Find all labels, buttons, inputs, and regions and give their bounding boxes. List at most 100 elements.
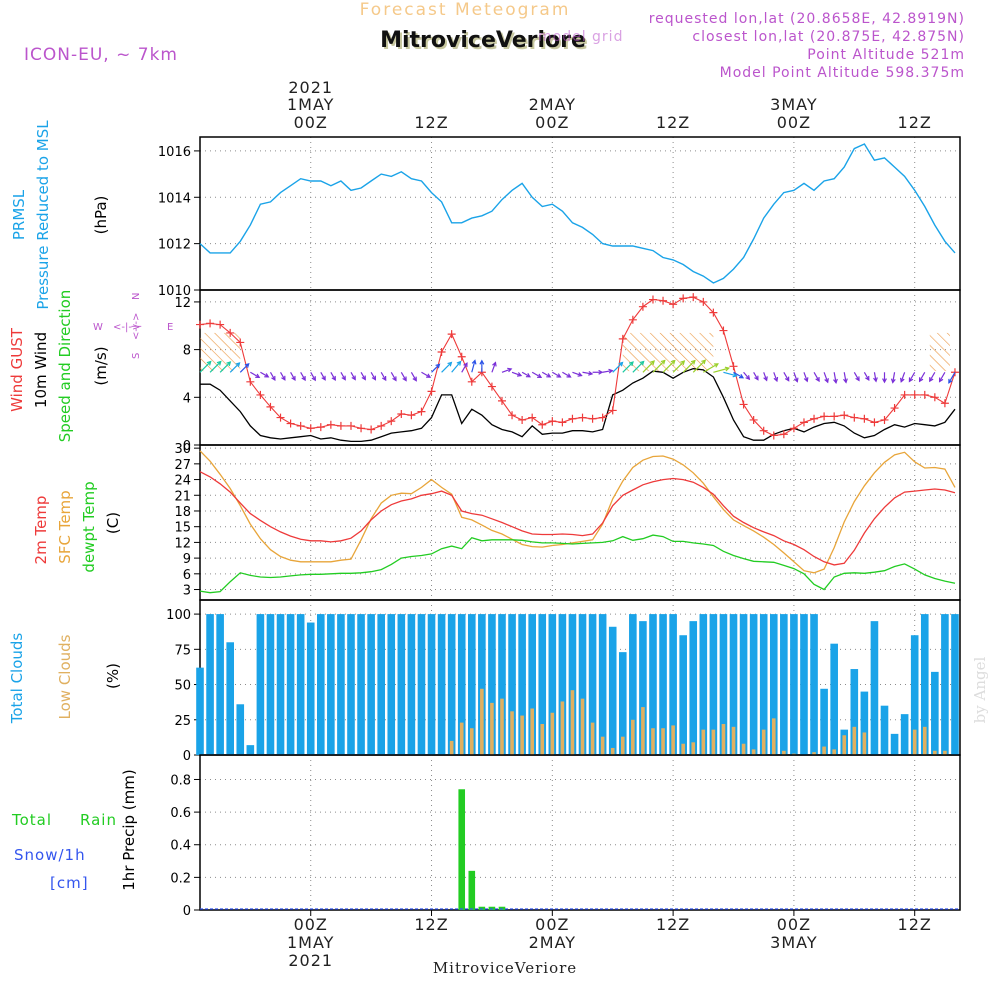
low-cloud-bar [540,724,545,755]
top-hour-label: 12Z [414,113,448,132]
gust-marker [367,425,376,434]
low-cloud-bar [641,707,645,755]
wind-arrow-head [598,369,604,375]
top-hour-label: 12Z [898,113,932,132]
wind-arrow-head [516,372,523,377]
wind-arrow-head [331,375,336,382]
wind-arrow [330,371,336,381]
wind-arrow [652,360,666,373]
low-cloud-bar [842,735,847,755]
wind-arrow [290,371,296,381]
wind-arrow-head [351,375,356,381]
low-clouds-label: Low Clouds [56,634,74,719]
wind-compass: W <-|-> E N <-|-> S [93,293,173,359]
wind-arrow-head [361,375,366,381]
wind-panel: 0 4 8 12 [174,289,961,454]
gust-marker [679,294,688,303]
wind-arrow-head [948,378,953,384]
top-hour-label: 00Z [777,113,811,132]
gust-marker [508,411,517,420]
total-cloud-bar [870,621,879,755]
top-hour-label: 12Z [656,113,690,132]
wind-arrow-head [255,373,261,379]
total-cloud-bar [920,614,929,755]
y-tick-label: 0 [183,904,191,919]
gust-marker [196,320,204,329]
wind-arrow-head [492,361,497,367]
total-cloud-bar [860,691,869,755]
wind-arrow [733,371,744,379]
wind-arrow-head [426,373,432,378]
low-cloud-bar [822,746,826,755]
wind-arrow-head [507,367,513,373]
gust-marker [266,402,275,411]
gust-marker [558,418,567,427]
t2m-line [199,471,956,566]
wind-arrow-head [713,363,719,368]
rain-bar [488,906,496,910]
wind-arrow [219,361,231,373]
total-cloud-bar [608,626,617,755]
wind-arrow-head [890,378,896,384]
gust-marker [709,308,718,317]
low-cloud-bar [711,729,716,755]
y-tick-label: 0 [183,749,191,764]
gust-marker [638,302,647,311]
total-cloud-bar [669,614,677,755]
total-cloud-bar [467,614,476,755]
y-tick-label: 75 [174,643,191,658]
wind-arrow [793,372,798,382]
closest-lonlat: closest lon,lat (20.875E, 42.875N) [692,29,965,45]
total-cloud-bar [347,614,355,755]
gust-marker [306,424,315,433]
pressure-frame [199,136,961,291]
low-cloud-bar [550,712,555,755]
wind-arrow [843,372,847,383]
gust-marker [900,390,909,399]
gust-marker [769,431,778,440]
total-cloud-bar [437,614,446,755]
y-tick-label: 0 [183,439,191,454]
total-cloud-bar [518,614,526,755]
wind-arrow [873,372,877,382]
wind-arrow-head [899,377,905,383]
total-cloud-bar [236,704,245,755]
gust-marker [890,404,899,413]
low-cloud-bar [771,718,776,755]
wind-arrow [692,359,706,373]
compass-mid: <-|-> [113,322,140,333]
total-cloud-bar [256,614,265,755]
gust-marker [447,330,456,339]
total-cloud-bar [357,614,365,755]
wind-arrow-head [882,378,887,384]
wind-arrow-head [392,376,397,382]
wind-arrow-head [235,362,241,367]
wind-arrow-head [226,361,232,367]
gust-marker [920,390,929,399]
wind-arrow-head [773,376,779,383]
wind-10m-label: 10m Wind [32,332,50,408]
wind-arrow [632,361,645,373]
gust-marker [729,362,738,371]
wind-arrow-head [628,361,634,367]
wind-arrow [511,371,522,377]
wind-arrow-head [724,366,731,372]
wind-arrow [743,371,750,380]
low-cloud-bar [731,726,736,755]
wind-arrow [400,371,407,381]
gust-marker [749,415,758,424]
wind-arrow-head [690,359,696,365]
wind-arrow-head [608,368,614,374]
low-cloud-bar [610,747,615,755]
gust-marker [437,348,446,356]
gust-marker [608,406,617,415]
gust-marker [256,390,265,399]
gust-marker [246,377,255,386]
gust-marker [357,424,366,433]
total-cloud-bar [447,614,456,755]
compass-n: N [131,293,142,300]
wind-arrow [421,371,431,378]
wind-arrow-head [588,370,594,376]
wind-arrow [310,371,316,381]
